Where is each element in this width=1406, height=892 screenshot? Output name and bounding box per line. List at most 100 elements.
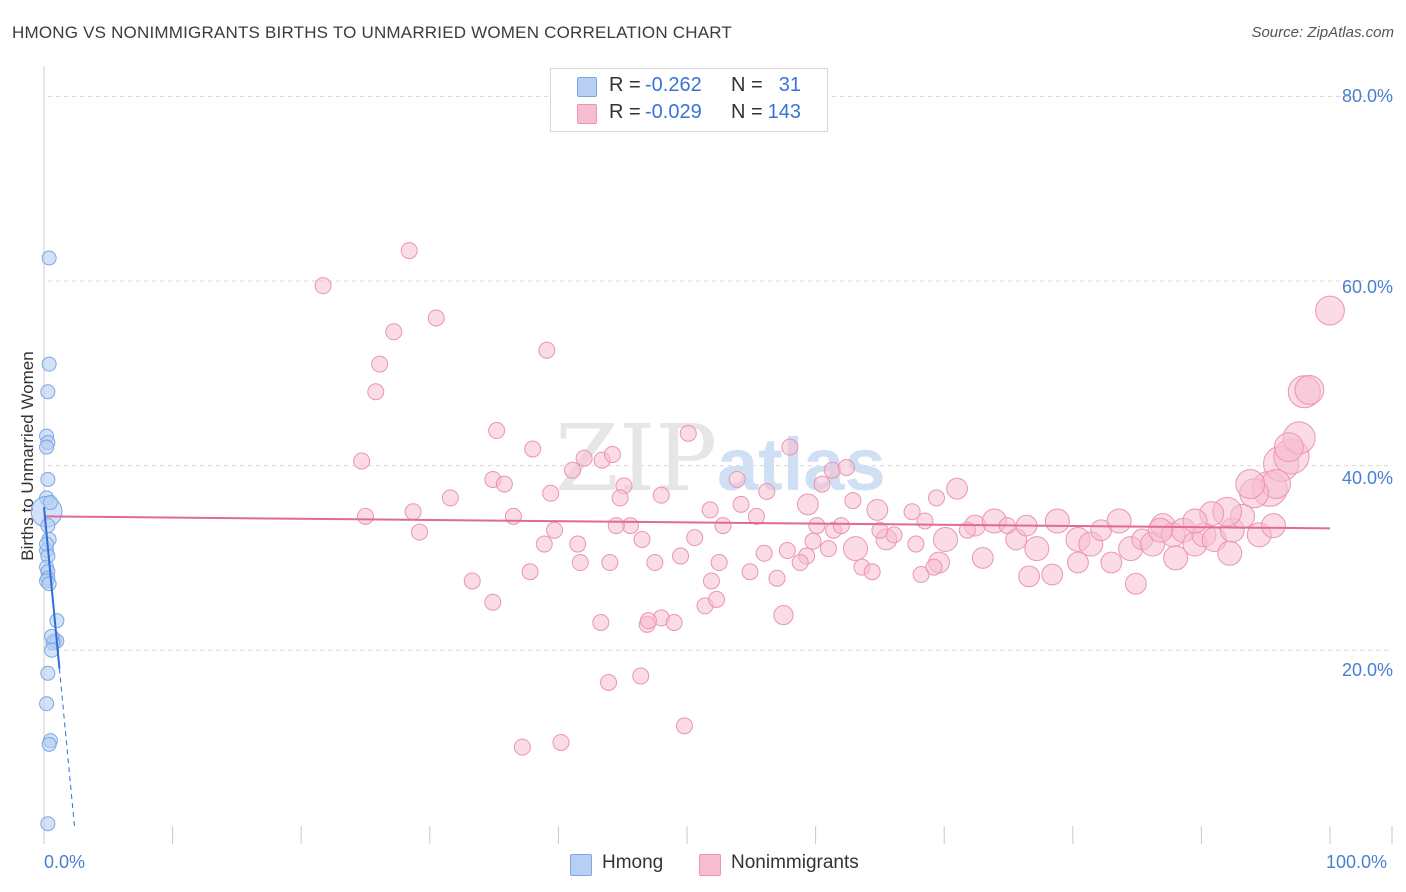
nonimmigrants-point [1147,517,1173,543]
hmong-r-value: -0.262 [645,74,702,96]
hmong-n-label: N = [731,74,763,96]
y-tick-80: 80.0% [1341,86,1393,106]
nonimmigrants-point [701,501,719,519]
nonimmigrants-point [1067,551,1089,574]
nonimmigrants-point [1100,551,1123,574]
nonimmigrants-point [535,535,553,553]
nonimmigrants-point [513,738,531,756]
nonimmigrants-point [600,673,618,691]
nonimmigrants-point [538,341,556,359]
hmong-point [39,696,55,712]
trend-lines [43,507,1331,831]
nonimmigrants-point [925,558,943,576]
nonimmigrants-point [488,422,506,440]
nonimmigrants-point [755,544,773,562]
nonimmigrants-point [542,484,560,502]
nonimmigrants-point [837,458,855,476]
source-note: Source: ZipAtlas.com [1251,24,1394,41]
nonimmigrants-point [411,523,429,541]
nonimmigrants-point [747,507,765,525]
nonimmigrants-point [1273,432,1304,463]
nonimmigrants-point [495,475,513,493]
nonimmigrants-point [958,521,976,539]
hmong-point [41,736,57,752]
nonimmigrants-point [907,535,925,553]
nonimmigrants-point [932,526,958,552]
nonimmigrants-point [504,507,522,525]
nonimmigrants-point [732,495,750,513]
nonimmigrants-point [971,547,994,569]
nonimmigrants-point [357,507,374,525]
nonimmigrants-point [708,590,726,608]
nonimmigrants-point [768,569,786,587]
nonimmigrants-point [400,242,418,260]
nonimmigrants-n-label: N = [731,101,763,123]
nonimmigrants-point [592,614,610,632]
hmong-r-label: R = [609,74,641,96]
nonimmigrants-point [832,517,850,535]
nonimmigrants-point [903,503,921,521]
nonimmigrants-legend-icon [699,854,721,876]
hmong-swatch-icon [577,77,597,97]
nonimmigrants-point [1260,513,1286,539]
hmong-point [41,250,57,266]
nonimmigrants-point [823,461,841,479]
hmong-point [41,576,57,592]
watermark-atlas: atlas [717,423,886,506]
nonimmigrants-point [524,440,542,458]
hmong-legend-icon [570,854,592,876]
hmong-point [40,518,56,534]
nonimmigrants-point [842,536,868,562]
nonimmigrants-point [441,489,459,507]
nonimmigrants-point [571,554,589,572]
watermark: ZIP atlas [555,405,886,512]
nonimmigrants-point [675,717,693,735]
nonimmigrants-point [546,521,564,539]
nonimmigrants-point [1106,508,1132,534]
nonimmigrants-point [611,489,629,507]
hmong-point [40,471,56,487]
legend-row-hmong: R = -0.262 N = 31 [551,74,827,100]
nonimmigrants-n-value: 143 [767,101,801,123]
nonimmigrants-point [686,529,704,547]
nonimmigrants-point [1163,545,1189,571]
nonimmigrants-point [484,593,502,611]
nonimmigrants-point [791,554,809,572]
nonimmigrants-point [1018,565,1040,588]
hmong-trend-line [43,507,61,669]
nonimmigrants-point [871,521,889,539]
nonimmigrants-point [353,452,371,470]
nonimmigrants-point [927,489,945,507]
x-tick-0: 0.0% [44,852,86,872]
nonimmigrants-point [844,492,862,510]
nonimmigrants-point [652,486,670,504]
nonimmigrants-point [916,512,934,530]
nonimmigrants-r-label: R = [609,101,641,123]
nonimmigrants-point [463,572,481,590]
nonimmigrants-point [804,532,822,550]
hmong-point [42,495,58,511]
hmong-n-value: 31 [778,74,801,96]
nonimmigrants-point [1024,536,1050,562]
nonimmigrants-point [646,554,664,572]
nonimmigrants-point [521,563,539,581]
nonimmigrants-point [601,554,619,572]
nonimmigrants-point [575,449,593,467]
nonimmigrants-point [621,517,639,535]
nonimmigrants-point [710,554,728,572]
hmong-point [40,816,56,832]
nonimmigrants-swatch-icon [577,104,597,124]
nonimmigrants-point [778,542,796,560]
nonimmigrants-point [314,277,332,295]
nonimmigrants-point [813,475,831,493]
nonimmigrants-point [1182,508,1208,534]
nonimmigrants-trend-line [43,515,1331,530]
nonimmigrants-point [946,477,968,500]
nonimmigrants-point [564,461,582,479]
nonimmigrants-point [912,566,930,584]
nonimmigrants-point [714,517,732,535]
nonimmigrants-point [371,355,389,373]
hmong-legend-label: Hmong [602,852,664,873]
nonimmigrants-point [427,309,445,327]
nonimmigrants-point [796,493,819,516]
